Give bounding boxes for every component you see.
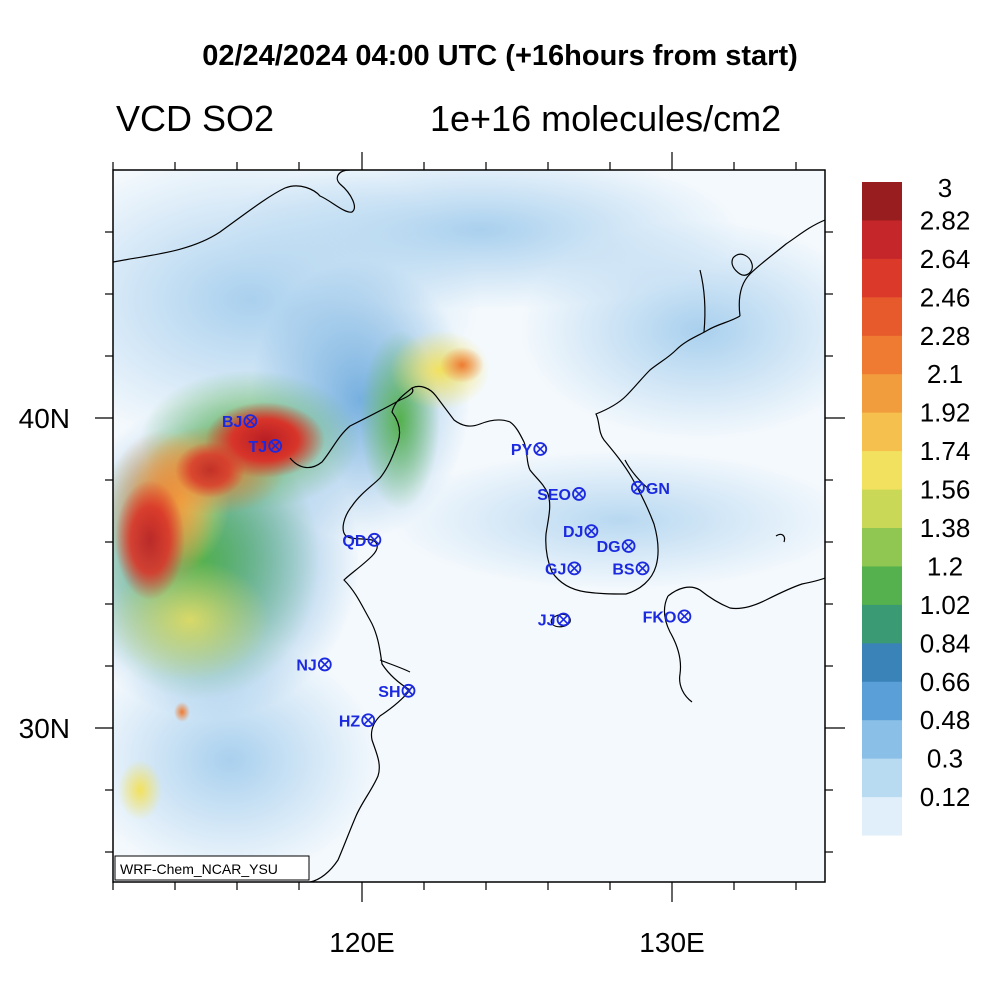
city-label: GJ xyxy=(545,561,566,578)
colorbar-label: 1.38 xyxy=(920,513,971,543)
colorbar-label: 0.12 xyxy=(920,782,971,812)
colorbar-label: 0.66 xyxy=(920,667,971,697)
variable-name: VCD SO2 xyxy=(116,98,275,139)
coastlines xyxy=(113,170,825,882)
model-label: WRF-Chem_NCAR_YSU xyxy=(120,861,278,877)
colorbar-segment xyxy=(862,412,902,452)
lon-label: 130E xyxy=(639,927,704,958)
city-label: TJ xyxy=(249,439,268,456)
city-label: SEO xyxy=(537,487,571,504)
lon-label: 120E xyxy=(329,927,394,958)
colorbar-segment xyxy=(862,489,902,529)
colorbar-segment xyxy=(862,604,902,644)
city-marker: SEO xyxy=(537,487,586,504)
map-title: 02/24/2024 04:00 UTC (+16hours from star… xyxy=(202,40,798,72)
colorbar-label: 2.46 xyxy=(920,282,971,312)
lat-label: 30N xyxy=(19,713,70,744)
colorbar-label: 2.1 xyxy=(927,359,963,389)
city-label: BJ xyxy=(222,414,242,431)
colorbar-label: 0.48 xyxy=(920,705,971,735)
city-marker: PY xyxy=(511,442,548,459)
colorbar-segment xyxy=(862,451,902,491)
colorbar-label: 1.56 xyxy=(920,475,971,505)
colorbar-segment xyxy=(862,797,902,837)
city-label: BS xyxy=(612,561,635,578)
colorbar-segment xyxy=(862,643,902,683)
colorbar-segment xyxy=(862,720,902,760)
units-label: 1e+16 molecules/cm2 xyxy=(430,98,782,139)
colorbar-segment xyxy=(862,374,902,414)
city-label: PY xyxy=(511,442,533,459)
colorbar-segment xyxy=(862,528,902,567)
city-markers: BJ TJ PY SEO GN DJ DG QD GJ BS JJ FKO NJ SH HZ xyxy=(222,414,692,730)
city-label: DJ xyxy=(563,524,583,541)
colorbar-segment xyxy=(862,297,902,337)
city-label: SH xyxy=(378,684,400,701)
city-marker: BJ xyxy=(222,414,258,431)
colorbar-segment xyxy=(862,335,902,375)
colorbar-segment xyxy=(862,220,902,260)
city-marker: NJ xyxy=(296,657,332,674)
colorbar-label: 2.64 xyxy=(920,244,971,274)
city-marker: SH xyxy=(378,684,416,701)
colorbar-label: 0.84 xyxy=(920,628,971,658)
colorbar-segment xyxy=(862,566,902,606)
city-marker: GN xyxy=(631,481,670,498)
city-label: DG xyxy=(597,539,621,556)
colorbar-segment xyxy=(862,258,902,298)
city-marker: JJ xyxy=(538,613,571,630)
city-marker: DG xyxy=(597,539,636,556)
lat-label: 40N xyxy=(19,403,70,434)
city-marker: GJ xyxy=(545,561,582,578)
map-frame xyxy=(95,152,845,902)
city-label: NJ xyxy=(296,657,316,674)
colorbar-label: 1.2 xyxy=(927,551,963,581)
city-marker: DJ xyxy=(563,524,599,541)
colorbar-label: 2.28 xyxy=(920,321,971,351)
city-label: GN xyxy=(646,481,670,498)
colorbar: 32.82 2.64 2.46 2.28 2.1 1.92 1.74 1.56 1.38 1.2 1… xyxy=(862,173,970,875)
colorbar-label: 3 xyxy=(938,173,952,203)
city-label: QD xyxy=(342,533,366,550)
so2-field xyxy=(113,170,825,882)
colorbar-segment xyxy=(862,758,902,798)
city-marker: BS xyxy=(612,561,650,578)
colorbar-label: 0.3 xyxy=(927,744,963,774)
model-label-box xyxy=(114,855,310,881)
city-label: FKO xyxy=(643,609,677,626)
city-marker: FKO xyxy=(643,609,692,626)
colorbar-segment xyxy=(862,681,902,721)
colorbar-segment xyxy=(862,835,902,875)
city-marker: QD xyxy=(342,533,382,550)
city-label: JJ xyxy=(538,613,556,630)
colorbar-label: 1.92 xyxy=(920,398,971,428)
colorbar-label: 1.74 xyxy=(920,436,971,466)
axis-labels: 120E 130E 40N 30N xyxy=(19,403,705,958)
city-marker: HZ xyxy=(339,713,376,730)
colorbar-label: 2.82 xyxy=(920,205,971,235)
colorbar-segment xyxy=(862,182,902,221)
colorbar-label: 1.02 xyxy=(920,590,971,620)
city-label: HZ xyxy=(339,713,361,730)
city-marker: TJ xyxy=(249,439,283,456)
